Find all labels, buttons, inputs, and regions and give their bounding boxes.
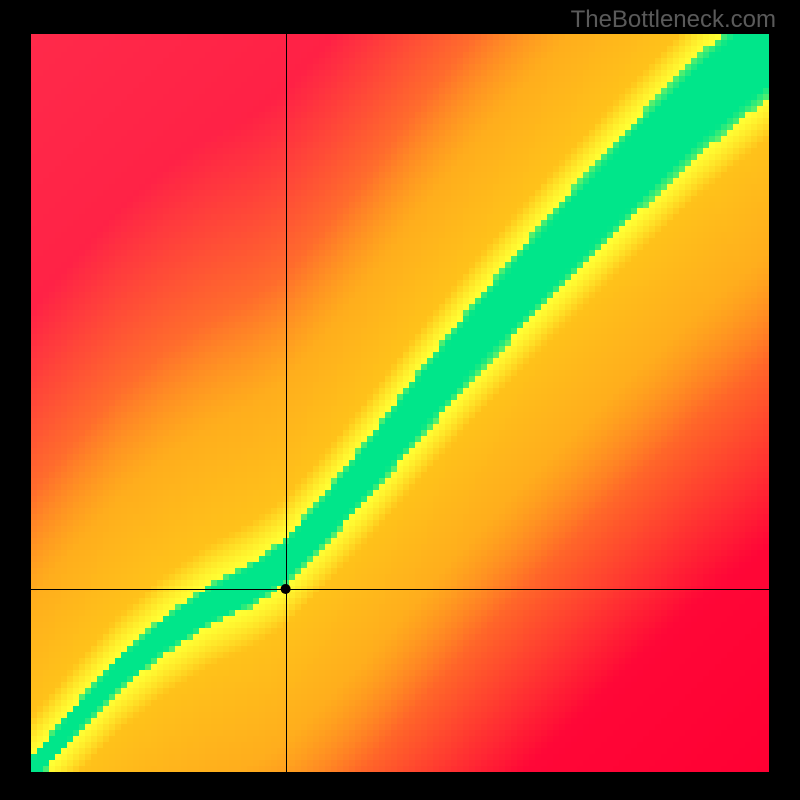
bottleneck-heatmap bbox=[0, 0, 800, 800]
chart-container: { "watermark": { "text": "TheBottleneck.… bbox=[0, 0, 800, 800]
